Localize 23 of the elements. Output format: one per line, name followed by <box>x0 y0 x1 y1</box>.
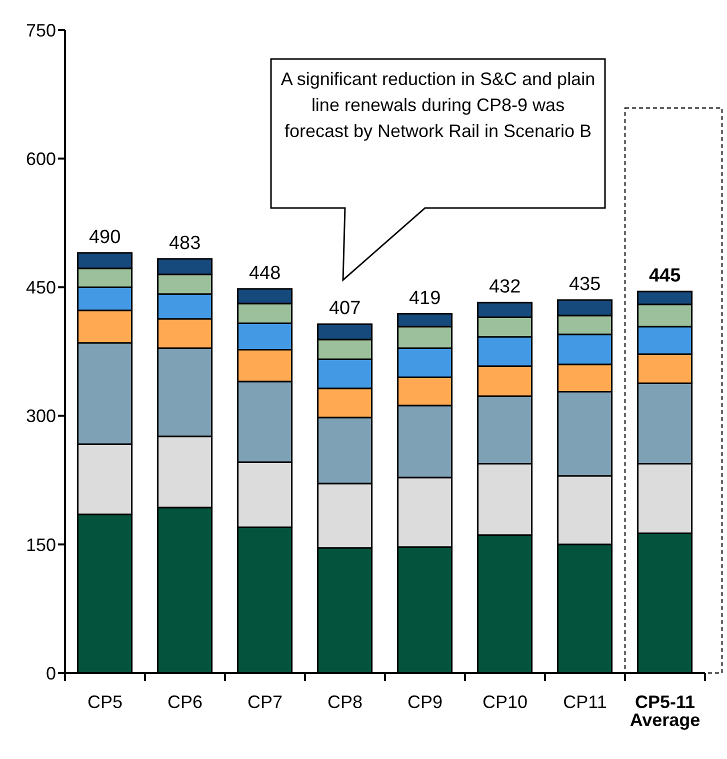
y-tick-label: 750 <box>26 20 56 40</box>
x-tick-label: CP7 <box>247 692 283 712</box>
total-label: 435 <box>568 274 601 296</box>
total-label: 448 <box>248 262 281 284</box>
y-tick-label: 600 <box>26 148 56 169</box>
y-tick-label: 300 <box>26 406 56 426</box>
total-label: 490 <box>88 226 121 248</box>
y-tick-label: 150 <box>26 534 56 555</box>
x-tick-label: CP8 <box>327 692 363 712</box>
x-tick-label: CP6 <box>167 692 203 712</box>
y-tick-label: 450 <box>26 278 56 298</box>
total-label: 445 <box>648 265 682 286</box>
total-label: 407 <box>328 298 361 320</box>
total-label: 483 <box>168 232 201 254</box>
x-tick-label: CP11 <box>563 692 607 712</box>
total-label: 419 <box>408 288 441 309</box>
annotation: A significant reduction in S&C and plain line renewals during CP8-9 was forecast by Network Rail in Scenario B <box>280 68 596 143</box>
x-tick-label: CP5-11 Average <box>630 692 700 730</box>
x-tick-label: CP10 <box>482 692 528 712</box>
x-tick-label: CP5 <box>87 692 123 712</box>
x-tick-label: CP9 <box>407 692 443 712</box>
y-tick-label: 0 <box>46 663 56 684</box>
total-label: 432 <box>488 276 521 298</box>
